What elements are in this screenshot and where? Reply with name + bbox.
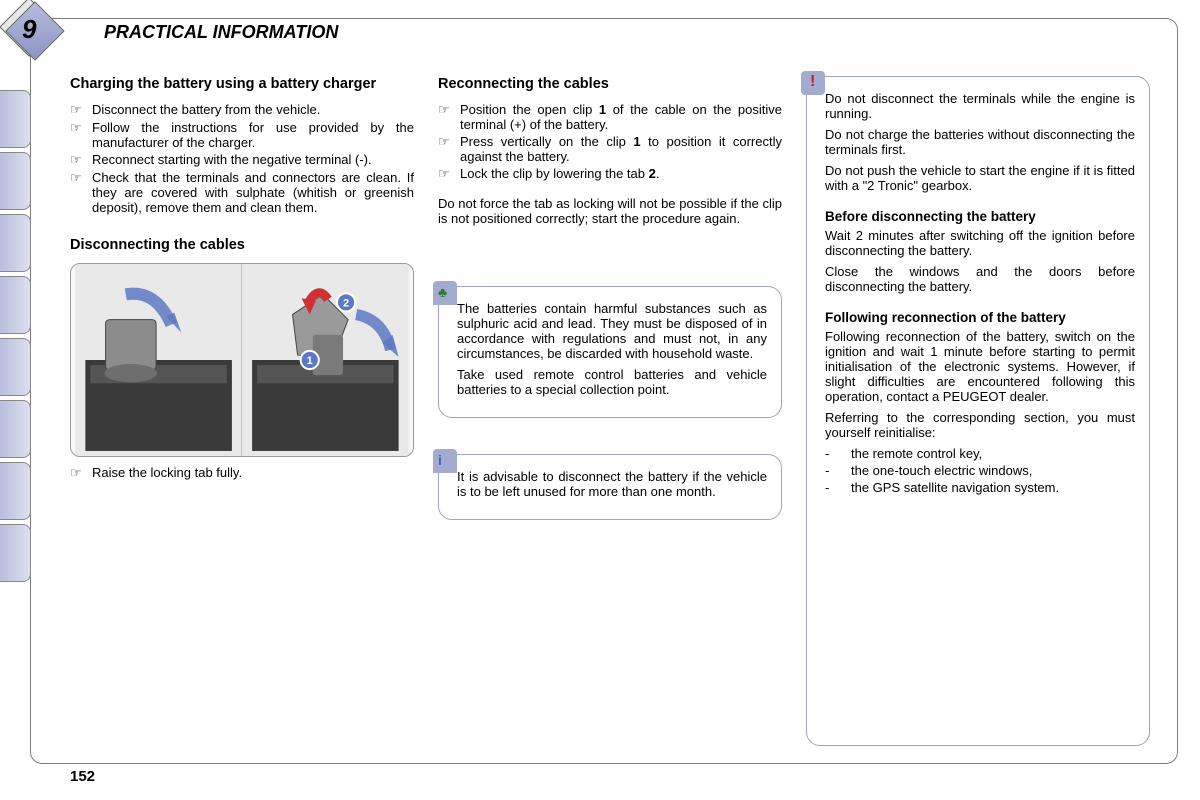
figure-disconnect-cables: 1 2 [70, 263, 414, 457]
column-1: Charging the battery using a battery cha… [70, 76, 414, 746]
chapter-number: 9 [22, 14, 36, 45]
info-icon: i [433, 449, 457, 473]
svg-text:2: 2 [343, 297, 349, 309]
warning-box: ! Do not disconnect the terminals while … [806, 76, 1150, 746]
svg-text:1: 1 [307, 355, 313, 367]
bullet-list-raise: ☞Raise the locking tab fully. [70, 465, 414, 481]
info-box-batteries: ♣ The batteries contain harmful substanc… [438, 286, 782, 418]
chapter-title: PRACTICAL INFORMATION [104, 22, 338, 43]
heading-reconnecting: Reconnecting the cables [438, 76, 782, 92]
heading-disconnecting: Disconnecting the cables [70, 237, 414, 253]
chapter-badge: 9 [4, 6, 64, 58]
heading-before-disconnect: Before disconnecting the battery [825, 209, 1135, 224]
warning-icon: ! [801, 71, 825, 95]
column-2: Reconnecting the cables ☞Position the op… [438, 76, 782, 746]
info-box-advisable: i It is advisable to disconnect the batt… [438, 454, 782, 520]
side-tabs [0, 90, 31, 740]
heading-following-reconnect: Following reconnection of the battery [825, 310, 1135, 325]
heading-charging: Charging the battery using a battery cha… [70, 76, 414, 92]
column-3: ! Do not disconnect the terminals while … [806, 76, 1150, 746]
tree-icon: ♣ [433, 281, 457, 305]
content-area: Charging the battery using a battery cha… [70, 76, 1150, 746]
page-number: 152 [70, 768, 95, 785]
bullet-list-reconnect: ☞Position the open clip 1 of the cable o… [438, 102, 782, 182]
dash-list-reinit: -the remote control key, -the one-touch … [825, 446, 1135, 495]
para-do-not-force: Do not force the tab as locking will not… [438, 196, 782, 226]
bullet-list-charging: ☞Disconnect the battery from the vehicle… [70, 102, 414, 215]
